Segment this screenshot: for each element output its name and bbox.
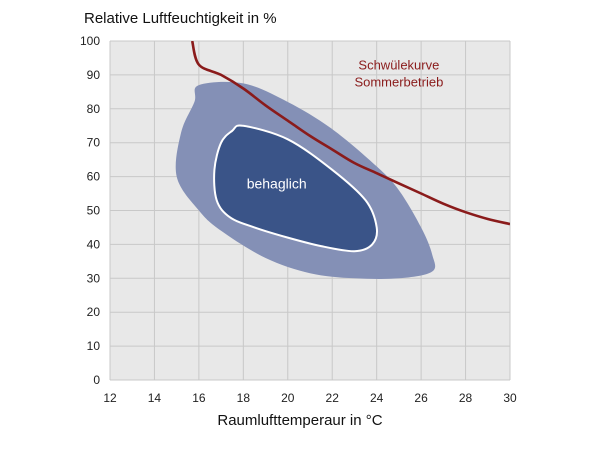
zone-label: behaglich <box>247 175 307 191</box>
y-tick-label: 100 <box>80 34 100 48</box>
x-tick-label: 24 <box>370 391 384 405</box>
y-tick-label: 90 <box>87 68 101 82</box>
y-tick-label: 30 <box>87 271 101 285</box>
x-tick-label: 14 <box>148 391 162 405</box>
x-tick-label: 12 <box>103 391 117 405</box>
y-tick-label: 70 <box>87 136 101 150</box>
x-tick-label: 30 <box>503 391 517 405</box>
x-tick-label: 20 <box>281 391 295 405</box>
y-tick-label: 10 <box>87 339 101 353</box>
y-tick-label: 0 <box>93 373 100 387</box>
y-tick-label: 40 <box>87 237 101 251</box>
x-tick-label: 22 <box>326 391 340 405</box>
y-tick-label: 60 <box>87 170 101 184</box>
y-tick-label: 50 <box>87 204 101 218</box>
y-axis-label: Relative Luftfeuchtigkeit in % <box>84 10 277 27</box>
curve-annotation: Schwülekurve <box>358 58 439 73</box>
x-tick-label: 28 <box>459 391 473 405</box>
x-tick-label: 26 <box>414 391 428 405</box>
curve-annotation: Sommerbetrieb <box>354 75 443 90</box>
humidity-curve-line <box>190 41 510 226</box>
comfort-zone-inner <box>213 124 378 253</box>
y-tick-label: 80 <box>87 102 101 116</box>
x-tick-label: 18 <box>237 391 251 405</box>
y-tick-label: 20 <box>87 305 101 319</box>
x-tick-label: 16 <box>192 391 206 405</box>
x-axis-label: Raumlufttemperaur in °C <box>217 412 383 429</box>
